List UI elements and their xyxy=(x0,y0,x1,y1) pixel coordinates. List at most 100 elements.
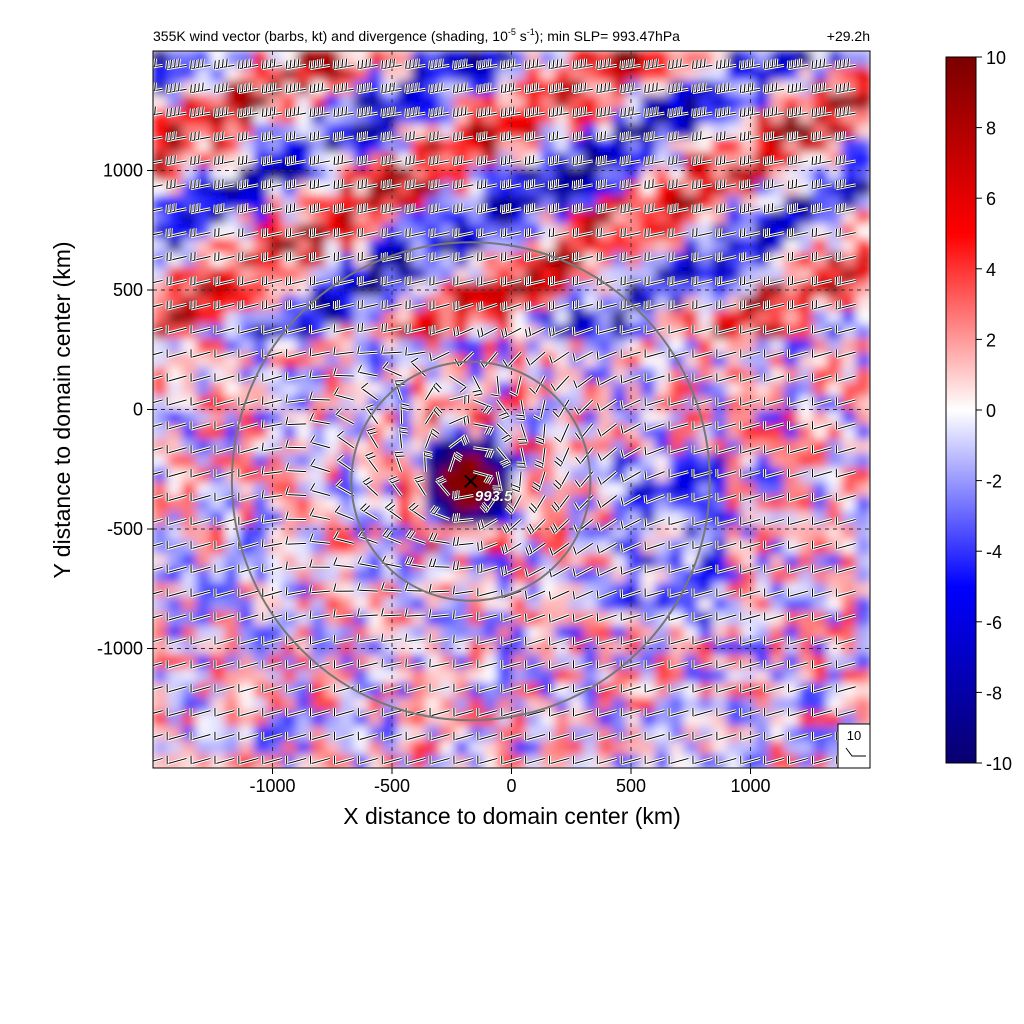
divergence-cell xyxy=(439,696,456,712)
divergence-cell xyxy=(167,309,183,325)
divergence-cell xyxy=(826,165,843,182)
divergence-cell xyxy=(554,65,570,81)
divergence-cell xyxy=(368,137,384,153)
divergence-cell xyxy=(755,524,771,540)
divergence-cell xyxy=(396,509,413,526)
divergence-cell xyxy=(253,266,269,282)
divergence-cell xyxy=(855,165,870,182)
divergence-cell xyxy=(497,137,513,153)
divergence-cell xyxy=(239,552,255,569)
divergence-cell xyxy=(540,724,556,741)
divergence-cell xyxy=(396,165,413,182)
divergence-cell xyxy=(296,610,312,626)
divergence-cell xyxy=(224,309,241,325)
divergence-cell xyxy=(640,237,656,253)
divergence-cell xyxy=(267,65,284,81)
divergence-cell xyxy=(855,538,870,554)
divergence-cell xyxy=(224,237,241,253)
divergence-cell xyxy=(654,395,671,411)
divergence-cell xyxy=(583,251,599,268)
divergence-cell xyxy=(196,137,212,153)
divergence-cell xyxy=(740,739,757,755)
divergence-cell xyxy=(296,466,312,483)
divergence-cell xyxy=(654,466,671,483)
divergence-cell xyxy=(812,309,828,325)
divergence-cell xyxy=(382,538,398,554)
divergence-cell xyxy=(769,624,785,640)
divergence-cell xyxy=(153,753,169,768)
divergence-cell xyxy=(396,237,413,253)
divergence-cell xyxy=(568,237,585,253)
divergence-cell xyxy=(153,51,169,67)
divergence-cell xyxy=(368,108,384,124)
colorbar: 10 8 6 4 2 0 -2 -4 -6 -8 -10 xyxy=(945,48,1012,774)
divergence-cell xyxy=(153,638,169,655)
divergence-cell xyxy=(783,409,800,425)
divergence-cell xyxy=(224,352,241,368)
divergence-cell xyxy=(224,137,241,153)
divergence-cell xyxy=(425,438,441,454)
divergence-cell xyxy=(296,696,312,712)
divergence-cell xyxy=(368,309,384,325)
divergence-cell xyxy=(712,595,728,612)
divergence-cell xyxy=(697,237,714,253)
divergence-cell xyxy=(382,94,398,110)
divergence-cell xyxy=(368,65,384,81)
divergence-cell xyxy=(855,581,870,597)
divergence-cell xyxy=(181,366,198,382)
divergence-cell xyxy=(511,266,527,282)
divergence-cell xyxy=(683,223,699,239)
divergence-cell xyxy=(855,409,870,425)
divergence-cell xyxy=(525,337,542,354)
divergence-cell xyxy=(167,739,183,755)
divergence-cell xyxy=(310,667,327,683)
divergence-cell xyxy=(726,638,742,655)
divergence-cell xyxy=(239,524,255,540)
divergence-cell xyxy=(611,94,628,110)
divergence-cell xyxy=(396,653,413,669)
divergence-cell xyxy=(339,739,355,755)
divergence-cell xyxy=(267,495,284,511)
divergence-cell xyxy=(196,452,212,468)
divergence-cell xyxy=(697,696,714,712)
divergence-cell xyxy=(654,51,671,67)
divergence-cell xyxy=(353,624,370,640)
divergence-cell xyxy=(425,739,441,755)
divergence-cell xyxy=(683,653,699,669)
divergence-cell xyxy=(654,538,671,554)
divergence-cell xyxy=(597,309,613,325)
divergence-cell xyxy=(454,380,470,397)
divergence-cell xyxy=(683,165,699,182)
divergence-cell xyxy=(196,309,212,325)
divergence-cell xyxy=(583,696,599,712)
divergence-cell xyxy=(282,337,298,354)
divergence-cell xyxy=(253,739,269,755)
divergence-cell xyxy=(325,710,341,726)
divergence-cell xyxy=(224,251,241,268)
divergence-cell xyxy=(224,739,241,755)
divergence-cell xyxy=(769,595,785,612)
divergence-cell xyxy=(196,208,212,225)
divergence-cell xyxy=(439,280,456,296)
divergence-cell xyxy=(683,94,699,110)
divergence-cell xyxy=(640,524,656,540)
divergence-cell xyxy=(554,667,570,683)
divergence-cell xyxy=(583,509,599,526)
divergence-cell xyxy=(296,165,312,182)
divergence-cell xyxy=(712,481,728,497)
divergence-cell xyxy=(239,481,255,497)
divergence-cell xyxy=(654,251,671,268)
divergence-cell xyxy=(296,180,312,196)
divergence-cell xyxy=(339,366,355,382)
divergence-cell xyxy=(511,194,527,210)
divergence-cell xyxy=(310,380,327,397)
divergence-cell xyxy=(239,452,255,468)
divergence-cell xyxy=(640,94,656,110)
divergence-cell xyxy=(855,696,870,712)
divergence-cell xyxy=(181,567,198,583)
divergence-cell xyxy=(181,294,198,311)
divergence-cell xyxy=(425,366,441,382)
divergence-cell xyxy=(181,696,198,712)
divergence-cell xyxy=(468,237,484,253)
divergence-cell xyxy=(153,309,169,325)
